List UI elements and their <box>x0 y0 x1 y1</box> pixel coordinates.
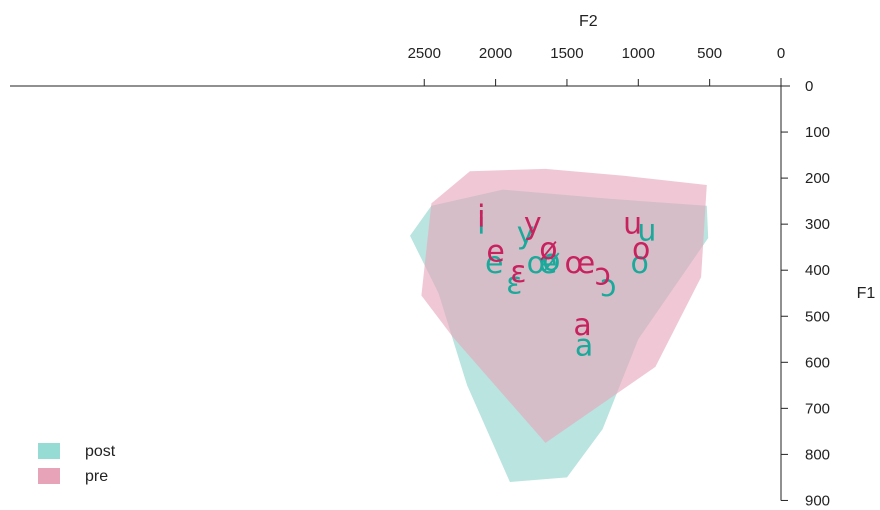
y-tick-label: 0 <box>805 78 813 95</box>
x-tick-label: 1000 <box>622 45 655 62</box>
post-vowel-e: e <box>485 246 503 281</box>
post-legend-label: post <box>85 443 116 460</box>
pre-legend-swatch <box>38 468 60 484</box>
x-tick-label: 2000 <box>479 45 512 62</box>
y-tick-label: 300 <box>805 216 830 233</box>
pre-legend-label: pre <box>85 468 108 485</box>
post-vowel-u: u <box>637 214 656 249</box>
y-tick-label: 700 <box>805 400 830 417</box>
pre-vowel-ɔ: ɔ <box>594 257 610 292</box>
y-tick-label: 800 <box>805 446 830 463</box>
pre-vowel-e: e <box>486 234 504 269</box>
legend: post pre <box>38 443 116 485</box>
y-tick-label: 100 <box>805 124 830 141</box>
pre-vowel-ɛ: ɛ <box>510 255 526 290</box>
y-tick-label: 600 <box>805 354 830 371</box>
pre-vowel-ø: ø <box>539 232 557 267</box>
pre-vowel-i: i <box>477 200 485 235</box>
axes-layer: F2 F1 2500 2000 1500 1000 500 0 0 100 200 300 400 5… <box>10 13 875 509</box>
post-vowel-o: o <box>631 246 649 281</box>
x-axis-title: F2 <box>579 13 598 30</box>
y-tick-label: 500 <box>805 308 830 325</box>
y-axis-title: F1 <box>857 285 876 302</box>
x-tick-label: 500 <box>697 45 722 62</box>
post-vowel-ɛ: ɛ <box>506 267 522 302</box>
post-vowel-ɔ: ɔ <box>600 269 616 304</box>
y-tick-label: 400 <box>805 262 830 279</box>
pre-vowel-a: a <box>573 308 591 343</box>
pre-hull <box>421 168 707 443</box>
post-vowel-i: i <box>477 207 485 242</box>
post-vowel-y: y <box>517 216 535 251</box>
post-vowel-a: a <box>575 329 593 364</box>
y-tick-label: 900 <box>805 492 830 509</box>
post-legend-swatch <box>38 443 60 459</box>
hull-layer <box>410 168 709 482</box>
x-tick-label: 1500 <box>550 45 583 62</box>
y-tick-label: 200 <box>805 170 830 187</box>
pre-vowel-o: o <box>632 232 650 267</box>
x-tick-label: 0 <box>777 45 785 62</box>
pre-vowel-œ: œ <box>564 246 595 281</box>
pre-vowel-y: y <box>524 207 542 242</box>
post-vowel-œ: œ <box>527 246 558 281</box>
x-tick-label: 2500 <box>408 45 441 62</box>
post-vowel-ø: ø <box>542 244 560 279</box>
pre-vowel-u: u <box>623 207 642 242</box>
